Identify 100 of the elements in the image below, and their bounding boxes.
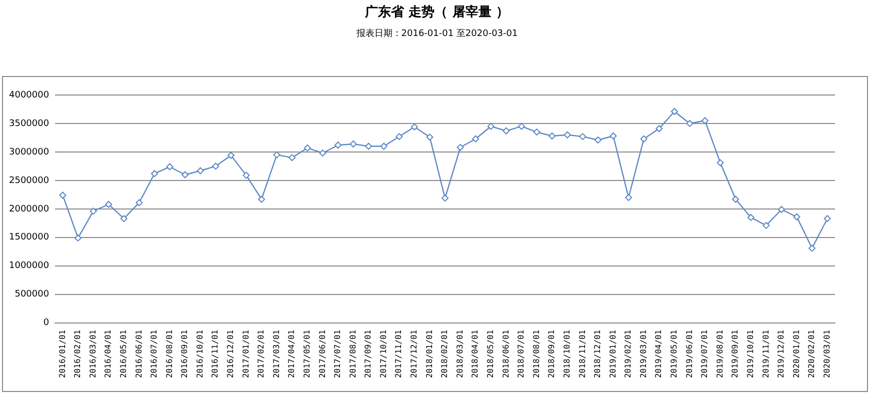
y-tick-label: 500000 [14,290,50,300]
point [594,136,602,144]
x-tick-label: 2017/09/01 [364,330,373,378]
x-tick-label: 2019/03/01 [638,330,648,378]
chart-title: 广东省 走势（ 屠宰量 ） [364,4,510,21]
x-tick-label: 2018/11/01 [578,330,587,378]
point [196,167,204,174]
x-tick-label: 2017/06/01 [318,330,327,378]
x-tick-label: 2016/04/01 [104,330,113,378]
point [334,142,342,149]
point [456,144,464,151]
x-tick-label: 2018/02/01 [440,330,450,378]
x-tick-label: 2017/12/01 [410,330,419,378]
point [702,117,709,124]
point [182,171,189,178]
x-tick-label: 2016/01/01 [58,330,67,378]
x-tick-label: 2016/11/01 [210,330,220,378]
x-tick-label: 2019/01/01 [608,330,618,378]
x-tick-label: 2019/09/01 [730,330,740,378]
x-tick-label: 2016/05/01 [118,330,128,378]
x-tick-label: 2017/02/01 [256,330,266,378]
point [732,196,740,203]
x-tick-label: 2018/09/01 [547,330,556,378]
x-tick-label: 2018/12/01 [593,330,602,378]
x-tick-label: 2019/08/01 [715,330,724,378]
point [273,151,280,158]
x-tick-label: 2019/05/01 [670,330,679,378]
point [548,132,556,140]
point [686,120,694,127]
point [74,234,82,242]
point [518,122,526,130]
x-tick-label: 2016/02/01 [73,330,82,378]
point [90,208,97,215]
point [502,127,510,134]
point [625,194,632,202]
x-tick-label: 2019/04/01 [654,330,664,378]
x-tick-label: 2017/01/01 [241,330,250,378]
point [365,142,372,150]
point [762,222,770,229]
x-tick-label: 2017/10/01 [378,330,388,378]
x-tick-label: 2018/06/01 [501,330,510,378]
point [120,215,128,222]
point [136,199,143,206]
point [747,214,754,221]
point [212,162,220,170]
point [380,142,388,150]
x-tick-label: 2017/07/01 [333,330,342,378]
x-tick-label: 2018/07/01 [516,330,526,378]
point [640,135,648,142]
x-tick-label: 2020/01/01 [792,330,801,378]
x-tick-label: 2020/03/01 [822,330,832,378]
x-tick-label: 2016/07/01 [150,330,159,378]
point [487,122,494,130]
point [150,170,158,178]
point [59,192,66,199]
point [396,133,403,140]
x-tick-label: 2017/03/01 [272,330,281,378]
x-tick-label: 2017/11/01 [394,330,404,378]
x-tick-label: 2018/03/01 [455,330,464,378]
point [410,123,418,130]
x-tick-label: 2016/12/01 [226,330,236,378]
x-tick-label: 2017/04/01 [287,330,296,378]
x-tick-label: 2018/10/01 [562,330,572,378]
x-tick-label: 2016/08/01 [164,330,174,378]
point [442,194,449,202]
x-tick-label: 2016/06/01 [134,330,144,378]
x-tick-label: 2018/05/01 [486,330,495,378]
point [808,244,816,252]
x-tick-label: 2016/03/01 [88,330,98,378]
point [288,154,296,162]
point [319,150,326,157]
y-tick-label: 2500000 [8,176,50,186]
point [716,159,724,166]
point [533,128,540,136]
x-tick-label: 2020/02/01 [807,330,816,378]
y-tick-label: 3500000 [8,118,50,129]
x-tick-label: 2017/05/01 [302,330,312,378]
x-tick-label: 2016/09/01 [180,330,190,378]
y-tick-label: 3000000 [8,147,50,158]
point [105,200,112,208]
point [426,134,434,141]
point [579,133,586,140]
x-tick-label: 2018/01/01 [424,330,434,378]
x-tick-label: 2019/11/01 [761,330,770,378]
x-tick-label: 2018/08/01 [532,330,541,378]
point [778,206,785,213]
point [610,132,617,140]
point [824,215,831,222]
x-tick-label: 2019/10/01 [746,330,755,378]
point [564,131,571,138]
point [670,108,678,116]
chart-subtitle: 报表日期：2016-01-01 至2020-03-01 [355,28,519,40]
y-tick-label: 0 [43,318,50,328]
x-tick-label: 2018/04/01 [470,330,480,378]
y-tick-label: 1500000 [8,232,50,243]
x-tick-label: 2019/07/01 [700,330,710,378]
point [350,140,357,148]
point [227,152,234,159]
y-tick-label: 1000000 [8,261,50,272]
x-tick-label: 2019/06/01 [684,330,694,378]
